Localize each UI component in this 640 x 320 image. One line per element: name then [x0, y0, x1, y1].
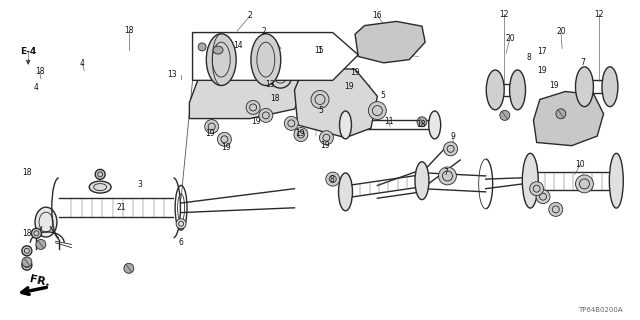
- Text: 19: 19: [252, 116, 261, 126]
- Text: 19: 19: [221, 143, 230, 152]
- Ellipse shape: [294, 128, 308, 141]
- Ellipse shape: [31, 228, 42, 238]
- Ellipse shape: [556, 109, 566, 119]
- Ellipse shape: [176, 219, 186, 229]
- Text: 5: 5: [380, 91, 385, 100]
- Ellipse shape: [575, 67, 593, 107]
- Ellipse shape: [218, 132, 232, 146]
- Ellipse shape: [326, 172, 340, 186]
- Ellipse shape: [311, 91, 329, 108]
- Ellipse shape: [575, 175, 593, 193]
- Text: 13: 13: [266, 80, 275, 89]
- Text: 19: 19: [205, 129, 215, 138]
- Ellipse shape: [22, 260, 32, 270]
- Text: 20: 20: [505, 34, 515, 43]
- Text: 1: 1: [317, 45, 323, 55]
- Text: 18: 18: [22, 168, 31, 177]
- Ellipse shape: [246, 100, 260, 114]
- Text: 4: 4: [80, 59, 84, 68]
- Text: 8: 8: [527, 53, 531, 62]
- Ellipse shape: [274, 40, 284, 50]
- Ellipse shape: [549, 203, 563, 216]
- Text: 20: 20: [556, 28, 566, 36]
- Ellipse shape: [444, 142, 458, 156]
- Text: 17: 17: [537, 46, 547, 56]
- Ellipse shape: [369, 102, 387, 120]
- Text: 11: 11: [384, 116, 394, 126]
- Ellipse shape: [251, 34, 281, 85]
- Text: 7: 7: [444, 168, 449, 177]
- Text: 4: 4: [34, 83, 39, 92]
- Text: 19: 19: [350, 68, 360, 77]
- Text: 19: 19: [537, 66, 547, 75]
- Ellipse shape: [124, 263, 134, 273]
- Ellipse shape: [486, 70, 504, 110]
- Ellipse shape: [417, 117, 427, 127]
- Ellipse shape: [206, 34, 236, 85]
- Ellipse shape: [319, 131, 333, 145]
- Text: 14: 14: [234, 41, 243, 51]
- Text: 21: 21: [116, 203, 126, 212]
- Text: 18: 18: [271, 94, 280, 103]
- Text: 15: 15: [314, 45, 324, 55]
- Text: 2: 2: [262, 28, 266, 36]
- Ellipse shape: [35, 207, 57, 237]
- Text: 18: 18: [22, 229, 31, 238]
- Ellipse shape: [95, 169, 105, 179]
- Ellipse shape: [339, 111, 351, 139]
- Ellipse shape: [205, 120, 219, 133]
- Ellipse shape: [415, 162, 429, 200]
- Ellipse shape: [36, 239, 46, 249]
- Text: 18: 18: [35, 67, 44, 76]
- Text: 8: 8: [329, 175, 334, 184]
- Ellipse shape: [500, 110, 510, 120]
- Polygon shape: [534, 92, 604, 146]
- Text: E-4: E-4: [20, 46, 36, 56]
- Text: 5: 5: [319, 106, 324, 115]
- Ellipse shape: [22, 257, 32, 267]
- Ellipse shape: [259, 108, 273, 122]
- Polygon shape: [189, 63, 304, 119]
- Ellipse shape: [522, 153, 538, 208]
- Text: 18: 18: [416, 120, 426, 129]
- Ellipse shape: [284, 116, 298, 130]
- Ellipse shape: [609, 153, 623, 208]
- Polygon shape: [355, 21, 425, 63]
- Ellipse shape: [213, 46, 223, 54]
- Ellipse shape: [198, 43, 206, 51]
- Ellipse shape: [602, 67, 618, 107]
- Text: 6: 6: [179, 238, 184, 247]
- Ellipse shape: [536, 190, 550, 204]
- Text: 16: 16: [372, 11, 382, 20]
- Text: 9: 9: [450, 132, 455, 140]
- Text: 2: 2: [248, 12, 252, 20]
- Ellipse shape: [509, 70, 525, 110]
- Text: 19: 19: [295, 129, 305, 138]
- Text: 19: 19: [320, 141, 330, 150]
- Text: 3: 3: [138, 180, 143, 189]
- Text: 19: 19: [344, 82, 353, 91]
- Ellipse shape: [22, 246, 32, 256]
- Ellipse shape: [339, 173, 353, 211]
- Text: 12: 12: [595, 10, 604, 19]
- Ellipse shape: [89, 181, 111, 193]
- Text: 12: 12: [499, 10, 508, 19]
- Text: 19: 19: [550, 81, 559, 90]
- Text: 10: 10: [575, 160, 585, 169]
- Text: 7: 7: [580, 58, 585, 67]
- Text: FR.: FR.: [29, 274, 51, 288]
- Text: TP64B0200A: TP64B0200A: [578, 307, 623, 313]
- Text: 18: 18: [124, 26, 134, 35]
- Polygon shape: [294, 68, 378, 138]
- Polygon shape: [193, 33, 358, 80]
- Text: 13: 13: [167, 70, 177, 79]
- Ellipse shape: [530, 182, 543, 196]
- Ellipse shape: [438, 167, 456, 185]
- Ellipse shape: [429, 111, 441, 139]
